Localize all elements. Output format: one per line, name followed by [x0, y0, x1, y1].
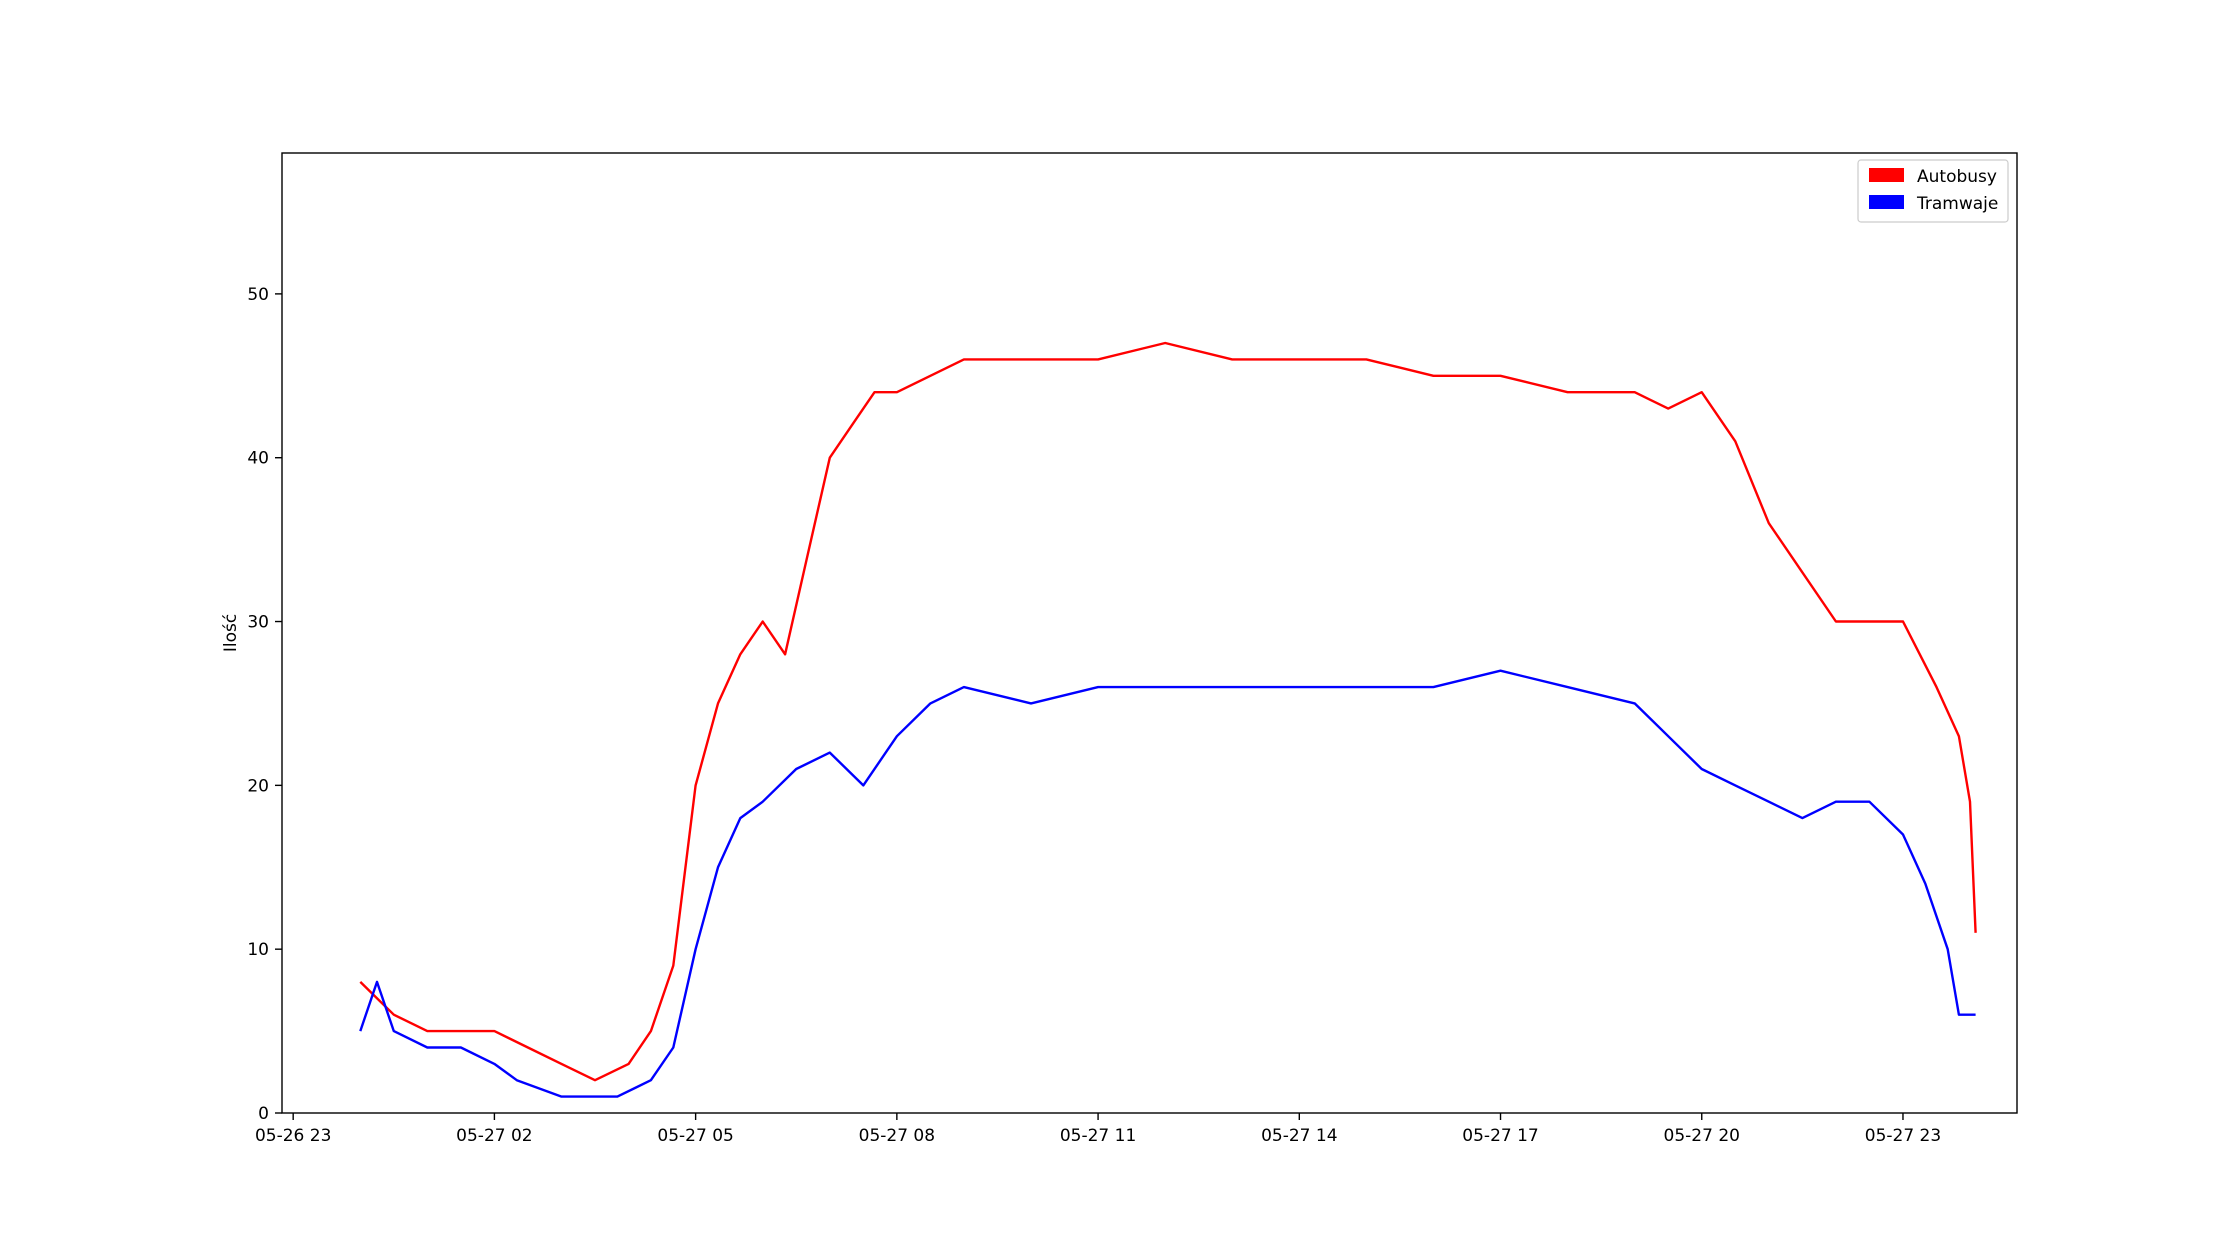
y-tick-label: 30 [247, 613, 269, 633]
x-tick-label: 05-27 02 [456, 1126, 532, 1146]
x-tick-label: 05-27 14 [1261, 1126, 1337, 1146]
x-tick-label: 05-27 17 [1462, 1126, 1538, 1146]
y-axis: 0 10 20 30 40 50 [247, 285, 282, 1124]
x-tick-label: 05-27 23 [1865, 1126, 1941, 1146]
series-layer [359, 341, 1977, 1098]
legend-label-autobusy: Autobusy [1917, 167, 1997, 187]
legend-swatch-autobusy [1869, 168, 1904, 182]
x-axis: 05-26 23 05-27 02 05-27 05 05-27 08 05-27 11… [255, 1113, 1941, 1146]
x-tick-label: 05-27 20 [1664, 1126, 1740, 1146]
y-tick-label: 20 [247, 776, 269, 796]
y-tick-label: 40 [247, 449, 269, 469]
series-line-autobusy [359, 341, 1977, 1082]
legend-label-tramwaje: Tramwaje [1916, 194, 1998, 214]
x-tick-label: 05-27 11 [1060, 1126, 1136, 1146]
y-tick-label: 0 [258, 1104, 269, 1124]
x-tick-label: 05-27 08 [859, 1126, 935, 1146]
legend-swatch-tramwaje [1869, 195, 1904, 209]
legend: Autobusy Tramwaje [1857, 159, 2009, 223]
y-tick-label: 10 [247, 940, 269, 960]
series-line-tramwaje [359, 669, 1976, 1098]
x-tick-label: 05-26 23 [255, 1126, 331, 1146]
y-tick-label: 50 [247, 285, 269, 305]
plot-frame [281, 152, 2018, 1114]
y-axis-label: Ilość [221, 614, 241, 652]
x-tick-label: 05-27 05 [657, 1126, 733, 1146]
